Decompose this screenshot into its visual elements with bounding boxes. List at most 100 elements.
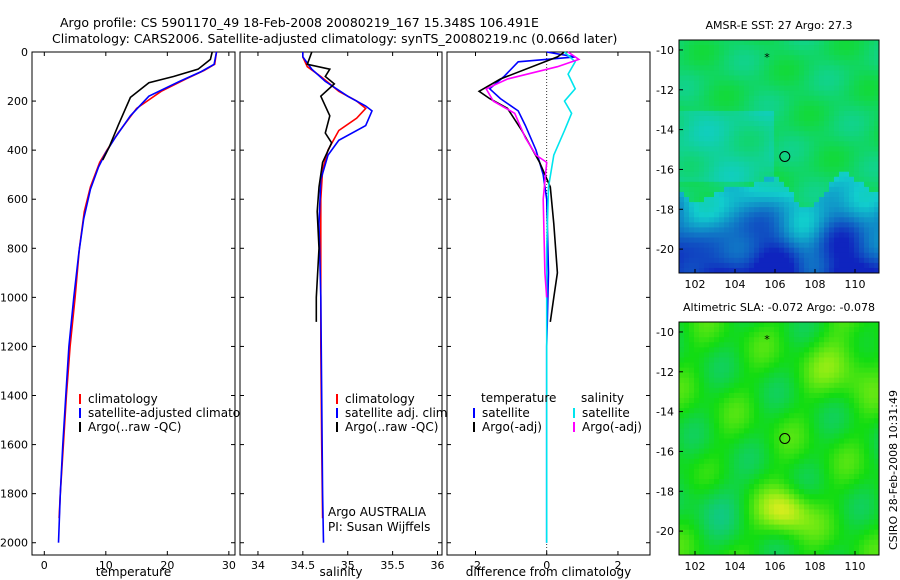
heatmap-cell: [744, 217, 750, 223]
heatmap-cell: [789, 207, 795, 213]
heatmap-cell: [769, 539, 775, 546]
heatmap-cell: [824, 539, 830, 546]
heatmap-cell: [754, 247, 760, 254]
heatmap-cell: [714, 392, 720, 399]
heatmap-cell: [684, 377, 690, 384]
heatmap-cell: [754, 121, 760, 127]
heatmap-cell: [839, 332, 845, 338]
annotation-line-1: Argo AUSTRALIA: [328, 505, 427, 519]
heatmap-cell: [844, 463, 850, 470]
heatmap-cell: [859, 337, 865, 343]
heatmap-cell: [749, 397, 755, 404]
heatmap-cell: [754, 529, 760, 536]
heatmap-cell: [859, 332, 865, 338]
heatmap-cell: [749, 337, 755, 343]
heatmap-cell: [689, 75, 695, 82]
heatmap-cell: [859, 453, 865, 460]
heatmap-cell: [809, 322, 815, 328]
heatmap-cell: [794, 367, 800, 374]
heatmap-cell: [874, 136, 880, 142]
heatmap-cell: [714, 50, 720, 56]
heatmap-cell: [794, 252, 800, 259]
heatmap-cell: [774, 519, 780, 526]
heatmap-cell: [714, 237, 720, 244]
heatmap-cell: [814, 222, 820, 228]
heatmap-cell: [699, 237, 705, 244]
heatmap-cell: [789, 131, 795, 137]
heatmap-cell: [864, 519, 870, 526]
heatmap-cell: [784, 110, 790, 117]
heatmap-cell: [679, 322, 685, 328]
map-title: AMSR-E SST: 27 Argo: 27.3: [705, 19, 852, 32]
heatmap-cell: [704, 519, 710, 526]
heatmap-cell: [859, 131, 865, 137]
heatmap-cell: [724, 191, 730, 198]
heatmap-cell: [864, 524, 870, 531]
heatmap-cell: [789, 212, 795, 218]
heatmap-cell: [859, 408, 865, 414]
heatmap-cell: [799, 40, 805, 46]
heatmap-cell: [784, 322, 790, 328]
heatmap-cell: [694, 115, 700, 122]
heatmap-cell: [759, 519, 765, 526]
heatmap-cell: [809, 362, 815, 369]
heatmap-cell: [739, 75, 745, 82]
heatmap-cell: [864, 377, 870, 384]
heatmap-cell: [829, 131, 835, 137]
heatmap-cell: [809, 191, 815, 198]
heatmap-cell: [724, 448, 730, 455]
heatmap-cell: [749, 100, 755, 107]
heatmap-cell: [859, 352, 865, 358]
heatmap-cell: [874, 509, 880, 515]
heatmap-cell: [784, 443, 790, 450]
heatmap-cell: [834, 332, 840, 338]
heatmap-cell: [854, 247, 860, 254]
heatmap-cell: [744, 443, 750, 450]
heatmap-cell: [699, 529, 705, 536]
heatmap-cell: [759, 403, 765, 409]
heatmap-cell: [874, 322, 880, 328]
heatmap-cell: [734, 534, 740, 541]
heatmap-cell: [749, 90, 755, 97]
heatmap-cell: [834, 237, 840, 244]
heatmap-cell: [694, 141, 700, 147]
heatmap-cell: [679, 100, 685, 107]
heatmap-cell: [714, 372, 720, 379]
heatmap-cell: [874, 70, 880, 76]
heatmap-cell: [769, 509, 775, 515]
heatmap-cell: [744, 322, 750, 328]
heatmap-cell: [834, 227, 840, 233]
heatmap-cell: [829, 539, 835, 546]
heatmap-cell: [754, 166, 760, 173]
heatmap-cell: [769, 227, 775, 233]
heatmap-cell: [719, 262, 725, 269]
heatmap-cell: [734, 327, 740, 333]
heatmap-cell: [819, 171, 825, 178]
heatmap-cell: [814, 227, 820, 233]
heatmap-cell: [789, 438, 795, 445]
heatmap-cell: [714, 110, 720, 117]
heatmap-cell: [834, 534, 840, 541]
heatmap-cell: [839, 357, 845, 364]
heatmap-cell: [744, 499, 750, 505]
heatmap-cell: [789, 100, 795, 107]
heatmap-cell: [769, 397, 775, 404]
heatmap-cell: [704, 60, 710, 66]
heatmap-cell: [809, 514, 815, 521]
heatmap-cell: [749, 212, 755, 218]
heatmap-cell: [784, 494, 790, 500]
heatmap-cell: [814, 85, 820, 92]
heatmap-cell: [834, 176, 840, 183]
heatmap-cell: [734, 499, 740, 505]
heatmap-cell: [839, 242, 845, 249]
heatmap-cell: [689, 448, 695, 455]
heatmap-cell: [739, 499, 745, 505]
heatmap-cell: [809, 504, 815, 510]
heatmap-cell: [759, 186, 765, 193]
heatmap-cell: [759, 413, 765, 419]
heatmap-cell: [759, 105, 765, 112]
heatmap-cell: [694, 473, 700, 480]
heatmap-cell: [794, 382, 800, 389]
heatmap-cell: [804, 171, 810, 178]
heatmap-cell: [764, 121, 770, 127]
